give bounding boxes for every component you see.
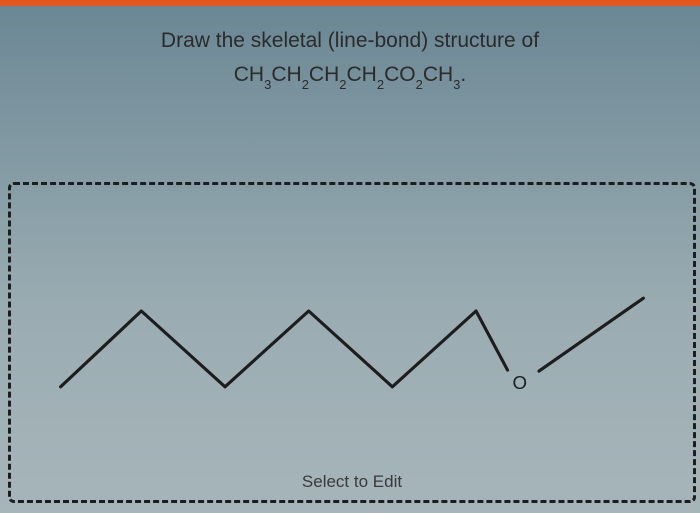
prompt-text: Draw the skeletal (line-bond) structure … [0,26,700,92]
skeletal-backbone [61,311,476,387]
question-panel: Draw the skeletal (line-bond) structure … [0,0,700,513]
molecule-canvas[interactable]: O [11,185,693,500]
bond-o-ch3 [539,298,643,371]
prompt-line1: Draw the skeletal (line-bond) structure … [161,29,539,52]
oxygen-atom-label: O [512,372,527,393]
top-accent-bar [0,0,700,6]
bond-to-o [476,311,508,370]
prompt-formula: CH3CH2CH2CH2CO2CH3. [0,60,700,92]
drawing-area[interactable]: O Select to Edit [8,182,696,503]
select-to-edit-label[interactable]: Select to Edit [11,472,693,492]
